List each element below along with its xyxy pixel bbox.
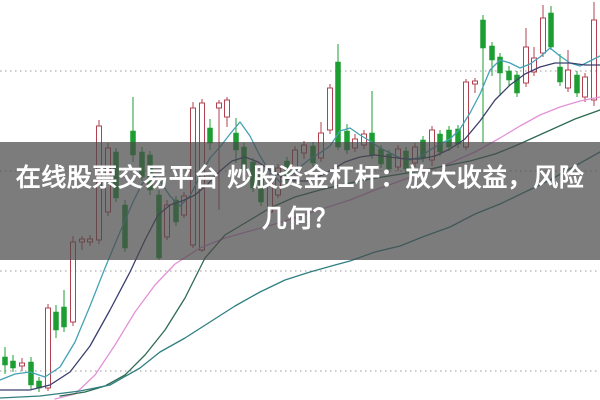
candle: [489, 42, 495, 76]
candle: [472, 78, 478, 93]
candle: [61, 290, 67, 332]
candle: [480, 15, 486, 143]
candle: [2, 347, 8, 374]
candle: [224, 97, 230, 127]
candle: [591, 2, 597, 106]
candle: [36, 377, 42, 392]
candle: [10, 355, 16, 372]
candle: [565, 50, 571, 92]
headline-line2: 几何？: [261, 205, 339, 233]
candle: [574, 71, 580, 97]
candle: [531, 47, 537, 76]
candle: [506, 66, 512, 86]
candle: [540, 5, 546, 57]
candle: [582, 73, 588, 102]
candle: [19, 358, 25, 371]
candle: [514, 71, 520, 97]
candle: [557, 54, 563, 86]
candle: [523, 28, 529, 87]
candle: [45, 304, 51, 391]
candle: [53, 305, 59, 338]
candle: [548, 6, 554, 50]
headline-line1: 在线股票交易平台 炒股资金杠杆：放大收益，风险: [15, 164, 585, 192]
candle: [327, 84, 333, 134]
headline-banner: 在线股票交易平台 炒股资金杠杆：放大收益，风险 几何？: [0, 142, 600, 260]
